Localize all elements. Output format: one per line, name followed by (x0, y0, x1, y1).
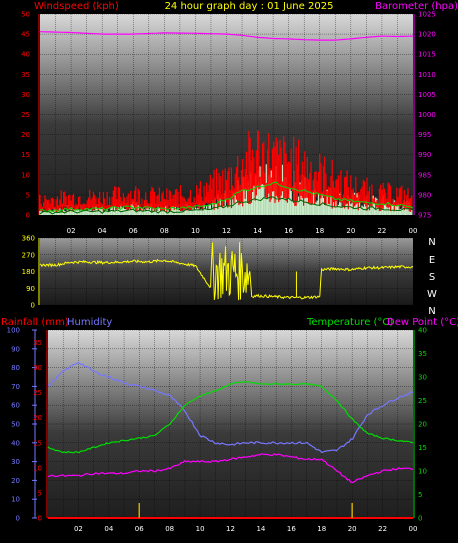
temperature-tick-label: 40 (418, 327, 427, 335)
temperature-tick-label: 5 (418, 491, 422, 499)
compass-label: W (427, 289, 437, 300)
rainfall-tick-label: 5 (38, 489, 42, 497)
compass-label: S (429, 272, 435, 283)
barometer-tick-label: 1015 (418, 51, 436, 59)
barometer-tick-label: 1010 (418, 71, 436, 79)
compass-label: N (428, 306, 435, 317)
x-tick-label: 00 (409, 227, 418, 235)
barometer-tick-label: 1025 (418, 11, 436, 19)
barometer-tick-label: 995 (418, 131, 431, 139)
wind-average-line (39, 196, 414, 215)
humidity-tick-label: 90 (11, 345, 20, 353)
humidity-tick-label: 10 (11, 496, 20, 504)
rainfall-tick-label: 20 (33, 414, 42, 422)
temperature-tick-label: 15 (418, 444, 427, 452)
rainfall-tick-label: 10 (33, 464, 42, 472)
humidity-tick-label: 50 (11, 421, 20, 429)
humidity-tick-label: 70 (11, 383, 20, 391)
x-tick-label: 18 (315, 227, 324, 235)
wind-tick-label: 30 (21, 91, 30, 99)
rainfall-axis-label: Rainfall (mm) (1, 317, 69, 328)
humidity-tick-label: 100 (7, 327, 20, 335)
x-tick-label: 10 (191, 227, 200, 235)
barometer-tick-label: 980 (418, 191, 431, 199)
dewpoint-line (47, 453, 414, 484)
x-tick-label: 20 (346, 227, 355, 235)
wind-average-line (39, 181, 414, 213)
humidity-axis-label: Humidity (67, 317, 112, 328)
wind-tick-label: 20 (21, 131, 30, 139)
x-tick-label: 20 (348, 525, 357, 533)
x-tick-label: 08 (160, 227, 169, 235)
barometer-axis-label: Barometer (hpa) (375, 1, 458, 12)
barometer-tick-label: 1000 (418, 111, 436, 119)
barometer-tick-label: 990 (418, 151, 431, 159)
direction-tick-label: 0 (31, 302, 35, 310)
humidity-tick-label: 0 (16, 515, 20, 523)
humidity-tick-label: 20 (11, 477, 20, 485)
x-tick-label: 22 (377, 227, 386, 235)
rainfall-tick-label: 35 (33, 339, 42, 347)
wind-direction-line (39, 242, 414, 301)
temperature-tick-label: 0 (418, 515, 422, 523)
temperature-tick-label: 20 (418, 421, 427, 429)
rainfall-tick-label: 30 (33, 364, 42, 372)
humidity-tick-label: 40 (11, 439, 20, 447)
compass-label: N (428, 237, 435, 248)
humidity-tick-label: 60 (11, 402, 20, 410)
x-tick-label: 10 (196, 525, 205, 533)
temperature-tick-label: 30 (418, 374, 427, 382)
temperature-tick-label: 10 (418, 468, 427, 476)
x-tick-label: 06 (135, 525, 144, 533)
wind-tick-label: 35 (21, 71, 30, 79)
x-tick-label: 14 (253, 227, 262, 235)
temperature-axis-label: Temperature (°C) (306, 317, 393, 328)
direction-tick-label: 270 (22, 251, 35, 259)
rainfall-tick-label: 0 (38, 515, 42, 523)
x-tick-label: 00 (409, 525, 418, 533)
humidity-line (47, 362, 414, 454)
x-tick-label: 06 (129, 227, 138, 235)
humidity-tick-label: 30 (11, 458, 20, 466)
rainfall-tick-label: 15 (33, 439, 42, 447)
compass-label: E (429, 255, 435, 266)
rainfall-tick-label: 25 (33, 389, 42, 397)
x-tick-label: 02 (67, 227, 76, 235)
barometer-line (39, 31, 414, 41)
x-tick-label: 04 (104, 525, 113, 533)
direction-tick-label: 360 (22, 235, 35, 243)
barometer-tick-label: 1020 (418, 31, 436, 39)
barometer-tick-label: 975 (418, 212, 431, 220)
wind-tick-label: 45 (21, 31, 30, 39)
wind-tick-label: 50 (21, 11, 30, 19)
x-tick-label: 04 (98, 227, 107, 235)
barometer-tick-label: 985 (418, 171, 431, 179)
wind-tick-label: 15 (21, 151, 30, 159)
barometer-tick-label: 1005 (418, 91, 436, 99)
wind-tick-label: 25 (21, 111, 30, 119)
temperature-line (47, 380, 414, 454)
x-tick-label: 12 (226, 525, 235, 533)
temperature-tick-label: 35 (418, 350, 427, 358)
x-tick-label: 16 (284, 227, 293, 235)
x-tick-label: 08 (165, 525, 174, 533)
wind-tick-label: 40 (21, 51, 30, 59)
temperature-tick-label: 25 (418, 397, 427, 405)
x-tick-label: 02 (74, 525, 83, 533)
direction-tick-label: 90 (26, 285, 35, 293)
x-tick-label: 14 (256, 525, 265, 533)
dewpoint-axis-label: Dew Point (°C) (387, 317, 458, 328)
direction-tick-label: 180 (22, 268, 35, 276)
windspeed-axis-label: Windspeed (kph) (34, 1, 119, 12)
wind-tick-label: 0 (26, 212, 30, 220)
humidity-tick-label: 80 (11, 364, 20, 372)
x-tick-label: 16 (287, 525, 296, 533)
x-tick-label: 18 (317, 525, 326, 533)
wind-tick-label: 10 (21, 171, 30, 179)
x-tick-label: 22 (378, 525, 387, 533)
wind-tick-label: 5 (26, 191, 30, 199)
chart-title: 24 hour graph day : 01 June 2025 (165, 1, 334, 12)
x-tick-label: 12 (222, 227, 231, 235)
